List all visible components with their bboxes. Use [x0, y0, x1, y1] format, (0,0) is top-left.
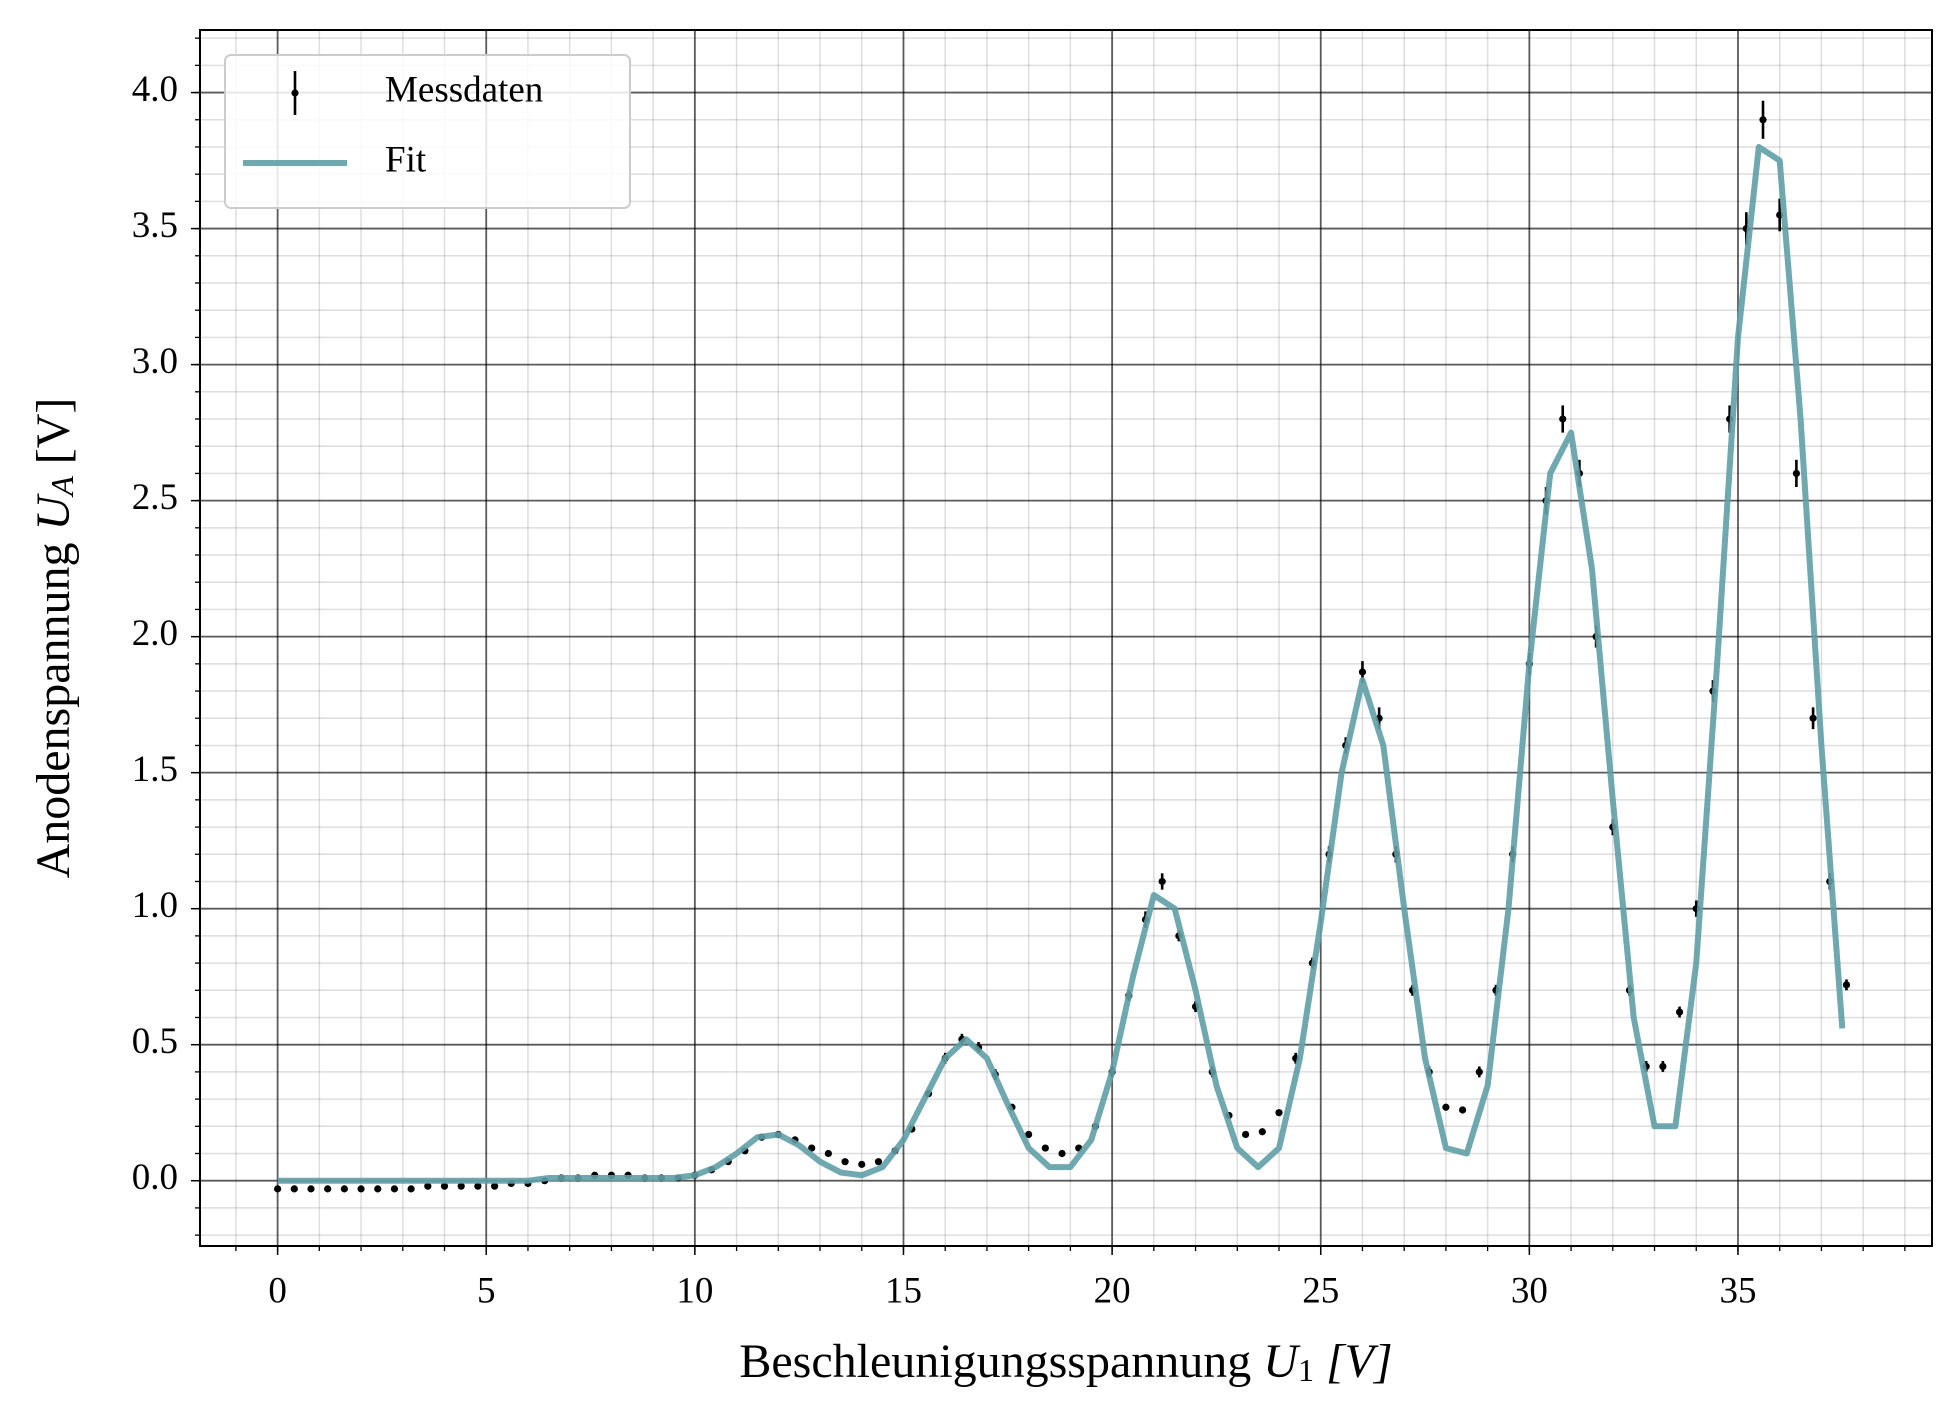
- grid: [200, 30, 1932, 1246]
- fit-line: [277, 143, 1846, 1184]
- data-point: [1258, 1128, 1266, 1136]
- data-point: [874, 1158, 883, 1166]
- data-point: [824, 1149, 832, 1158]
- legend-box: [224, 54, 631, 209]
- x-label-subscript: 1: [1298, 1352, 1314, 1388]
- legend-marker: [291, 89, 299, 97]
- y-tick-label: 1.5: [132, 749, 178, 790]
- data-point: [1809, 714, 1817, 722]
- data-point: [457, 1182, 465, 1190]
- data-point: [324, 1185, 332, 1193]
- x-tick-label: 35: [1719, 1270, 1756, 1311]
- plot-area: [274, 100, 1851, 1193]
- y-label-symbol: U: [27, 492, 80, 530]
- y-tick-label: 3.5: [132, 205, 178, 246]
- y-tick-label: 0.5: [132, 1021, 178, 1062]
- data-point: [808, 1144, 816, 1152]
- data-point: [390, 1185, 399, 1193]
- y-axis-label: Anodenspannung UA [V]: [27, 398, 80, 879]
- data-point: [424, 1182, 432, 1190]
- data-point: [1675, 1008, 1684, 1016]
- x-label-unit: [V]: [1326, 1335, 1393, 1388]
- data-point: [1025, 1130, 1033, 1139]
- axes: 0 5 10 15 20 25 30 35 0.0 0.5 1.0 1.5 2.0 2.5 3.0 3.5 4.…: [132, 29, 1933, 1311]
- data-point: [1158, 877, 1166, 886]
- y-tick-label: 1.0: [132, 885, 178, 926]
- y-label-text: Anodenspannung: [27, 542, 80, 878]
- data-point: [1275, 1109, 1283, 1117]
- data-point: [490, 1182, 499, 1190]
- data-point: [841, 1158, 849, 1166]
- y-label-unit: [V]: [27, 398, 80, 465]
- y-label-space: [27, 464, 80, 476]
- data-point: [1475, 1068, 1483, 1076]
- y-tick-label: 2.0: [132, 613, 178, 654]
- y-tick-label: 4.0: [132, 69, 178, 110]
- data-point: [1759, 116, 1767, 124]
- data-point: [340, 1185, 348, 1193]
- data-point: [858, 1160, 866, 1168]
- data-point: [357, 1185, 365, 1193]
- data-point: [1842, 981, 1851, 989]
- data-point: [274, 1185, 282, 1193]
- x-label-space: [1314, 1335, 1326, 1388]
- data-point: [374, 1185, 382, 1193]
- y-label-subscript: A: [44, 476, 80, 498]
- data-point: [1559, 415, 1567, 423]
- x-tick-label: 10: [676, 1270, 713, 1311]
- data-point: [407, 1185, 415, 1193]
- x-tick-label: 0: [268, 1270, 287, 1311]
- data-point: [1242, 1130, 1250, 1139]
- data-point: [1659, 1062, 1667, 1071]
- axes-frame: [199, 29, 1933, 1247]
- x-label-symbol: U: [1263, 1335, 1301, 1388]
- data-point: [1058, 1149, 1066, 1158]
- y-tick-label: 2.5: [132, 477, 178, 518]
- y-tick-label: 0.0: [132, 1157, 178, 1198]
- x-tick-label: 5: [477, 1270, 496, 1311]
- legend: Messdaten Fit: [224, 54, 631, 209]
- x-tick-label: 15: [885, 1270, 922, 1311]
- data-point: [1442, 1103, 1450, 1111]
- x-tick-label: 20: [1094, 1270, 1131, 1311]
- data-point: [1792, 469, 1800, 478]
- data-point: [290, 1185, 298, 1193]
- x-tick-label: 25: [1302, 1270, 1339, 1311]
- data-point: [1041, 1144, 1049, 1152]
- data-point: [474, 1182, 482, 1190]
- legend-label: Fit: [385, 139, 427, 180]
- legend-label: Messdaten: [385, 69, 543, 110]
- data-point: [1358, 668, 1367, 676]
- data-point: [440, 1182, 449, 1190]
- x-axis-label: Beschleunigungsspannung U1 [V]: [739, 1335, 1392, 1388]
- y-tick-label: 3.0: [132, 341, 178, 382]
- x-label-text: Beschleunigungsspannung: [739, 1335, 1251, 1388]
- data-point: [307, 1185, 315, 1193]
- x-tick-label: 30: [1511, 1270, 1548, 1311]
- data-point: [1458, 1106, 1467, 1114]
